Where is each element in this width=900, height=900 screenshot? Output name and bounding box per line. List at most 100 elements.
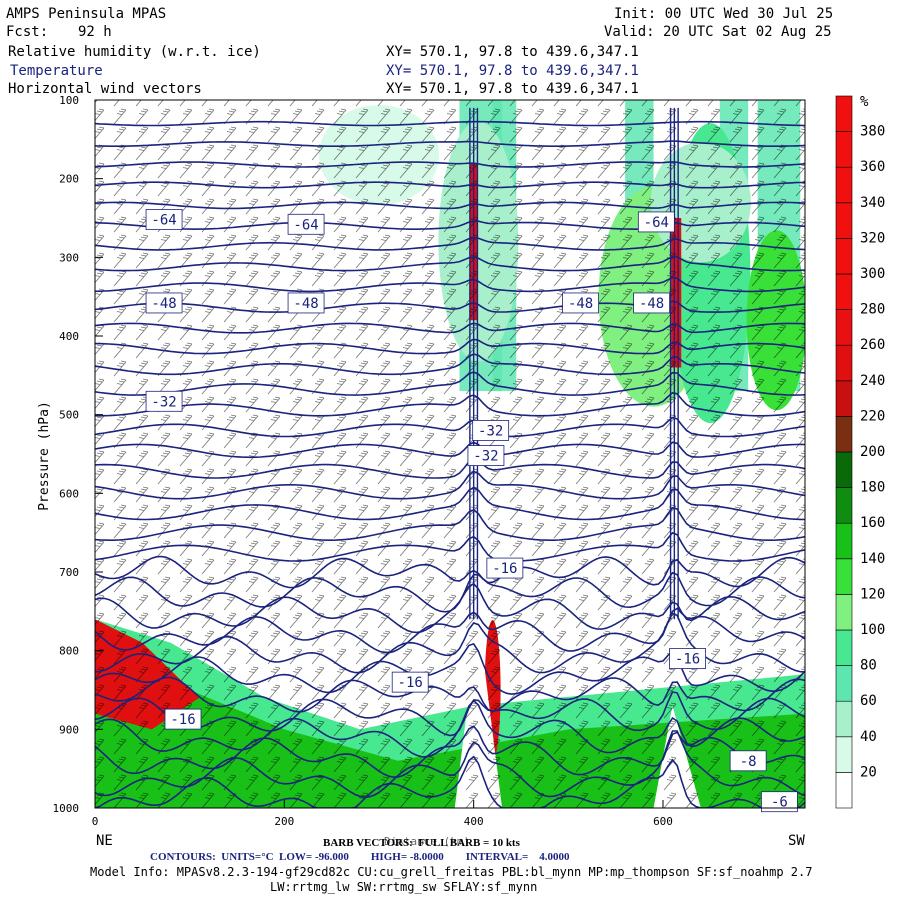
x-right-end-label: SW	[788, 833, 805, 849]
colorbar-segment	[835, 736, 853, 773]
model-info-line2: LW:rrtmg_lw SW:rrtmg_sw SFLAY:sf_mynn	[270, 880, 538, 894]
colorbar-tick-label: 260	[860, 337, 885, 353]
y-tick-label: 400	[59, 330, 79, 343]
colorbar-tick-label: 340	[860, 195, 885, 211]
contour-label-box	[472, 419, 510, 441]
y-tick-label: 600	[59, 487, 79, 500]
contour-label-box	[761, 791, 798, 813]
contour-label: -16	[170, 712, 195, 728]
isotherm	[95, 236, 805, 251]
isotherm	[95, 276, 805, 293]
colorbar-tick-label: 100	[860, 622, 885, 638]
colorbar-tick-label: 220	[860, 408, 885, 424]
isotherm	[95, 607, 805, 654]
colorbar-segment	[835, 131, 853, 168]
contour-label: -16	[492, 561, 517, 577]
colorbar-tick-label: 80	[860, 658, 877, 674]
isotherm	[95, 691, 805, 737]
contour-label: -48	[568, 296, 593, 312]
contour-label-box	[287, 213, 325, 235]
y-axis: 100 200 300 400 500 600 700 800 900 1000	[53, 94, 103, 815]
contour-label-box	[164, 708, 202, 730]
colorbar-segment	[835, 344, 853, 382]
contour-label-box	[467, 445, 505, 466]
isotherm	[95, 582, 805, 634]
isotherm	[95, 201, 805, 210]
contour-label-box	[669, 648, 706, 669]
contour-labels: -64 -64 -64 -48 -48 -48 -48 -32 -32 -32 -16 -16 -16 -…	[145, 209, 798, 813]
isotherm	[95, 371, 805, 396]
colorbar-unit: %	[860, 94, 869, 110]
contour-label: -48	[151, 296, 176, 312]
forecast-label: Fcst:	[6, 24, 49, 40]
barb-field	[95, 100, 805, 808]
colorbar-segment	[835, 594, 853, 631]
contour-label: -32	[473, 449, 498, 465]
contour-label: -32	[478, 423, 503, 439]
isotherm	[95, 181, 805, 189]
colorbar-tick-label: 300	[860, 266, 885, 282]
isotherm	[95, 300, 805, 313]
contour-label: -48	[639, 296, 664, 312]
colorbar-segment	[835, 558, 853, 595]
contour-label-box	[486, 557, 524, 579]
isotherm	[95, 730, 805, 799]
model-info-line1: Model Info: MPASv8.2.3-194-gf29cd82c CU:…	[90, 865, 813, 879]
init-time: Init: 00 UTC Wed 30 Jul 25	[614, 6, 834, 22]
contour-label: -64	[644, 215, 669, 231]
colorbar-tick-label: 320	[860, 230, 885, 246]
isotherm	[95, 755, 805, 808]
colorbar-segment	[835, 202, 853, 239]
isotherm	[95, 642, 805, 695]
colorbar: 20 40 60 80 100 120 140 160 180 200 220 240 260 280 30…	[835, 94, 885, 809]
y-tick-label: 800	[59, 645, 79, 658]
colorbar-tick-label: 200	[860, 444, 885, 460]
plot-frame	[94, 99, 806, 809]
isotherm	[95, 338, 805, 355]
x-tick-label: 0	[92, 815, 99, 828]
y-tick-label: 700	[59, 566, 79, 579]
field-temp-xy: XY= 570.1, 97.8 to 439.6,347.1	[386, 63, 639, 79]
contour-label-box	[145, 390, 183, 412]
colorbar-segment	[835, 416, 853, 453]
colorbar-tick-label: 180	[860, 480, 885, 496]
temperature-contours	[95, 107, 805, 808]
contour-label-box	[145, 209, 183, 230]
isotherm	[95, 322, 805, 334]
colorbar-tick-label: 140	[860, 551, 885, 567]
contour-label-box	[287, 292, 325, 314]
colorbar-segment	[835, 95, 853, 132]
field-wind-xy: XY= 570.1, 97.8 to 439.6,347.1	[386, 81, 639, 97]
isotherm	[95, 353, 805, 376]
x-tick-label: 400	[464, 815, 484, 828]
y-tick-label: 1000	[53, 802, 80, 815]
isotherm	[95, 457, 805, 479]
colorbar-tick-label: 360	[860, 159, 885, 175]
contour-label: -16	[675, 652, 700, 668]
colorbar-segment	[835, 665, 853, 702]
contour-label-box	[637, 211, 675, 233]
x-tick-label: 200	[274, 815, 294, 828]
colorbar-segment	[835, 380, 853, 417]
colorbar-segment	[835, 166, 853, 204]
contour-label: -8	[740, 754, 757, 770]
field-temp-name: Temperature	[10, 63, 103, 79]
isotherm	[95, 486, 805, 521]
y-axis-title: Pressure (hPa)	[36, 401, 52, 511]
contour-label: -64	[151, 213, 176, 229]
colorbar-segment	[835, 487, 853, 524]
colorbar-tick-label: 120	[860, 586, 885, 602]
isotherm	[95, 161, 805, 168]
isotherm	[95, 416, 805, 438]
field-rh-xy: XY= 570.1, 97.8 to 439.6,347.1	[386, 44, 639, 60]
forecast-hours: 92 h	[78, 24, 112, 40]
isotherm	[95, 255, 805, 272]
isotherm	[95, 140, 805, 147]
isotherm	[95, 506, 805, 541]
isotherm	[95, 441, 805, 459]
colorbar-tick-label: 280	[860, 302, 885, 318]
y-tick-label: 300	[59, 251, 79, 264]
barb-legend: BARB VECTORS: FULL BARB = 10 kts	[323, 837, 520, 849]
isotherm	[95, 120, 805, 127]
